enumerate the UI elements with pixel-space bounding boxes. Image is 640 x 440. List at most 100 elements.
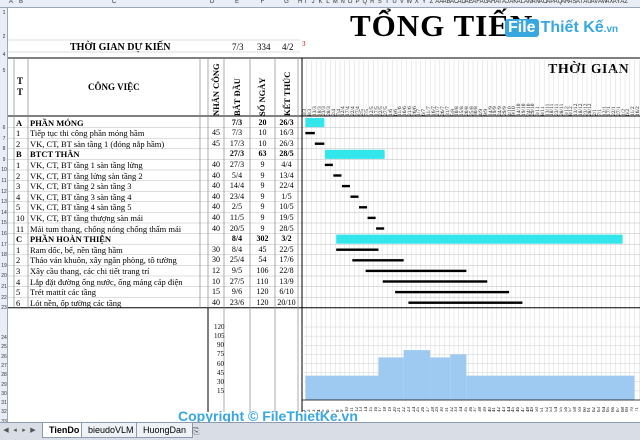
row-number[interactable]: 28 <box>1 372 7 379</box>
column-letter[interactable]: Q <box>362 0 368 5</box>
row-number[interactable]: 5 <box>2 68 6 74</box>
row-workers[interactable]: 40 <box>212 191 220 201</box>
row-number[interactable]: 19 <box>1 262 7 269</box>
row-start[interactable]: 27/3 <box>229 159 245 169</box>
column-letter[interactable]: T <box>385 0 389 5</box>
column-letter[interactable]: L <box>326 0 330 5</box>
column-letter[interactable]: AK <box>509 0 518 5</box>
row-task[interactable]: VK, CT, BT tầng 3 sàn tầng 4 <box>30 191 132 202</box>
column-letter[interactable]: AH <box>487 0 496 5</box>
row-workers[interactable]: 40 <box>212 223 220 233</box>
row-number[interactable]: 22 <box>1 294 7 301</box>
column-letter[interactable]: AR <box>561 0 570 5</box>
row-tt[interactable]: 4 <box>16 191 21 202</box>
plan-days[interactable]: 334 <box>257 42 271 52</box>
row-task[interactable]: VK, CT, BT tầng lửng sàn tầng 2 <box>30 170 143 181</box>
column-letter[interactable]: AV <box>590 0 599 5</box>
row-days[interactable]: 45 <box>258 244 267 254</box>
column-letter[interactable]: O <box>347 0 353 5</box>
row-task[interactable]: Lót nền, ốp tường các tầng <box>30 297 122 308</box>
column-letter[interactable]: F <box>260 0 265 5</box>
row-start[interactable]: 9/6 <box>231 287 243 297</box>
tab-tiendo[interactable]: TienDo <box>42 423 87 438</box>
row-days[interactable]: 9 <box>260 191 265 201</box>
row-number[interactable]: 8 <box>2 146 6 153</box>
row-number[interactable]: 31 <box>1 400 7 407</box>
row-number[interactable]: 30 <box>1 390 7 397</box>
row-task[interactable]: Mái tum thang, chống nóng chống thấm mái <box>30 223 182 234</box>
row-number[interactable]: 16 <box>1 231 7 237</box>
row-days[interactable]: 10 <box>258 128 267 138</box>
row-start[interactable]: 7/3 <box>231 128 243 138</box>
row-end[interactable]: 17/6 <box>279 255 294 265</box>
row-days[interactable]: 9 <box>260 223 265 233</box>
row-tt[interactable]: A <box>16 117 23 128</box>
row-end[interactable]: 1/5 <box>281 191 292 201</box>
row-number[interactable]: 7 <box>2 135 6 142</box>
column-header-strip[interactable]: A B C D E F G H I J K L M N O P Q R S T U V W X Y Z AA AB AC AD AE AF AG… <box>0 0 640 8</box>
row-start[interactable]: 14/4 <box>229 181 245 191</box>
row-end[interactable]: 3/2 <box>281 234 292 244</box>
column-letter[interactable]: A <box>8 0 13 5</box>
row-number[interactable]: 18 <box>1 252 7 259</box>
next-sheet-icon[interactable]: ▸ <box>22 427 26 434</box>
row-tt[interactable]: 11 <box>16 223 25 234</box>
column-letter[interactable]: AI <box>495 0 501 5</box>
row-days[interactable]: 120 <box>256 287 269 297</box>
row-workers[interactable]: 40 <box>212 159 220 169</box>
column-letter[interactable]: N <box>340 0 345 5</box>
prev-sheet-icon[interactable]: ◂ <box>13 427 17 434</box>
row-workers[interactable]: 45 <box>212 128 220 138</box>
column-letter[interactable]: AZ <box>620 0 628 5</box>
row-workers[interactable]: 12 <box>212 265 220 275</box>
column-letter[interactable]: AO <box>538 0 548 5</box>
row-start[interactable]: 11/5 <box>230 212 244 222</box>
row-tt[interactable]: 6 <box>16 297 21 308</box>
row-days[interactable]: 9 <box>260 212 265 222</box>
row-end[interactable]: 10/5 <box>279 202 294 212</box>
row-end[interactable]: 6/10 <box>279 287 294 297</box>
column-letter[interactable]: AE <box>464 0 473 5</box>
row-tt[interactable]: 5 <box>16 202 21 213</box>
column-letter[interactable]: AP <box>546 0 555 5</box>
first-sheet-icon[interactable]: ◀ <box>3 427 9 434</box>
row-workers[interactable]: 40 <box>212 181 220 191</box>
row-number[interactable]: 26 <box>1 353 7 360</box>
row-tt[interactable]: 3 <box>16 265 21 276</box>
column-letter[interactable]: AG <box>479 0 489 5</box>
column-letter[interactable]: AJ <box>501 0 509 5</box>
column-letter[interactable]: P <box>355 0 360 5</box>
insert-sheet-icon[interactable]: ⎘ <box>192 426 200 436</box>
column-letter[interactable]: J <box>311 0 315 5</box>
row-number[interactable]: 6 <box>2 125 6 131</box>
column-letter[interactable]: K <box>318 0 323 5</box>
row-number[interactable]: 1 <box>2 10 6 16</box>
row-task[interactable]: Xây cầu thang, các chi tiết trang trí <box>30 265 150 276</box>
row-start[interactable]: 2/5 <box>231 202 243 212</box>
row-workers[interactable]: 40 <box>212 202 220 212</box>
column-letter[interactable]: H <box>298 0 303 5</box>
row-start[interactable]: 8/4 <box>231 234 243 244</box>
row-start[interactable]: 27/3 <box>229 149 245 159</box>
row-number[interactable]: 32 <box>1 409 7 416</box>
row-end[interactable]: 22/4 <box>279 181 294 191</box>
column-letter[interactable]: AW <box>598 0 608 5</box>
row-number[interactable]: 27 <box>1 362 7 369</box>
row-tt[interactable]: 1 <box>16 244 21 255</box>
row-header-strip[interactable]: 1 2 4 5 6 7 8 9 10 11 12 13 14 15 16 17 18 19 20 21 22 23 24 25… <box>0 8 8 422</box>
row-end[interactable]: 13/9 <box>279 276 294 286</box>
row-task[interactable]: PHẦN MÓNG <box>30 117 84 128</box>
row-start[interactable]: 9/5 <box>231 265 243 275</box>
row-end[interactable]: 28/5 <box>279 149 294 159</box>
row-days[interactable]: 106 <box>256 265 269 275</box>
row-number[interactable]: 25 <box>1 344 7 351</box>
column-letter[interactable]: I <box>304 0 307 5</box>
row-end[interactable]: 20/10 <box>277 297 296 307</box>
column-letter[interactable]: AX <box>605 0 614 5</box>
row-number[interactable]: 29 <box>1 381 7 388</box>
row-task[interactable]: Trét mattít các tầng <box>30 287 97 298</box>
row-start[interactable]: 23/4 <box>229 191 245 201</box>
row-days[interactable]: 120 <box>256 297 269 307</box>
row-number[interactable]: 13 <box>1 199 7 206</box>
row-task[interactable]: VK, CT, BT tầng thượng sàn mái <box>30 212 144 223</box>
